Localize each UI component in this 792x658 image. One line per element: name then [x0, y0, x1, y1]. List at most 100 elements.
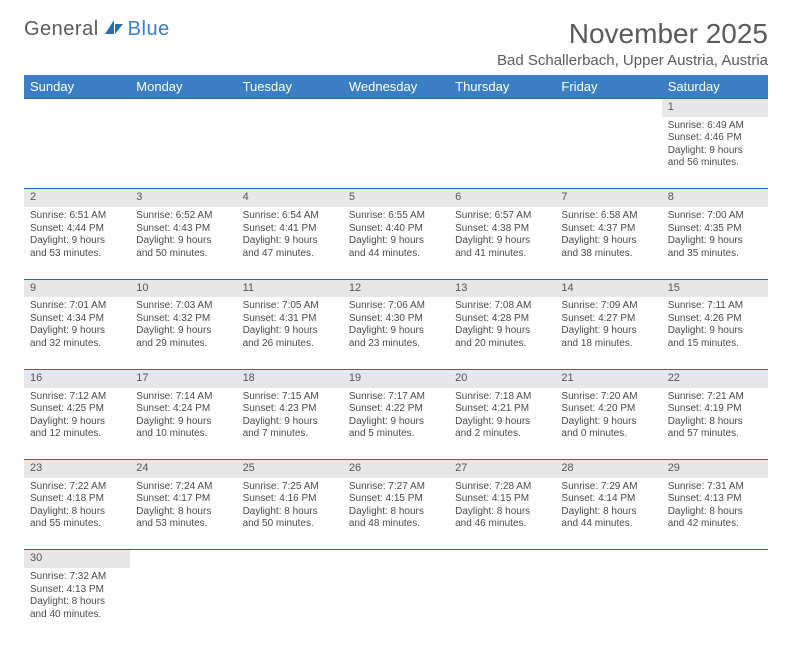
day-line: and 29 minutes. [136, 338, 230, 351]
header: General Blue November 2025 Bad Schallerb… [24, 18, 768, 69]
day-line: Daylight: 9 hours [561, 235, 655, 248]
day-line: Sunrise: 7:31 AM [668, 481, 762, 494]
day-line: Sunset: 4:19 PM [668, 403, 762, 416]
day-cell [130, 568, 236, 640]
day-line: Sunset: 4:37 PM [561, 223, 655, 236]
day-cell: Sunrise: 7:03 AMSunset: 4:32 PMDaylight:… [130, 297, 236, 369]
day-line: Daylight: 9 hours [136, 235, 230, 248]
day-line: Daylight: 9 hours [349, 416, 443, 429]
location: Bad Schallerbach, Upper Austria, Austria [497, 52, 768, 69]
day-line: Sunset: 4:13 PM [30, 584, 124, 597]
day-line: and 41 minutes. [455, 248, 549, 261]
day-line: Sunset: 4:38 PM [455, 223, 549, 236]
daynum-cell: 16 [24, 369, 130, 387]
day-cell: Sunrise: 6:57 AMSunset: 4:38 PMDaylight:… [449, 207, 555, 279]
day-line: Sunrise: 7:03 AM [136, 300, 230, 313]
day-header: Thursday [449, 75, 555, 99]
day-line: and 46 minutes. [455, 518, 549, 531]
day-line: Daylight: 8 hours [455, 506, 549, 519]
day-line: Sunrise: 7:29 AM [561, 481, 655, 494]
daynum-cell [237, 99, 343, 117]
day-line: Daylight: 8 hours [30, 596, 124, 609]
day-line: Sunrise: 7:06 AM [349, 300, 443, 313]
calendar-table: SundayMondayTuesdayWednesdayThursdayFrid… [24, 75, 768, 640]
day-line: and 38 minutes. [561, 248, 655, 261]
day-line: Daylight: 9 hours [455, 235, 549, 248]
day-header: Sunday [24, 75, 130, 99]
logo-text-general: General [24, 18, 99, 41]
day-cell: Sunrise: 7:00 AMSunset: 4:35 PMDaylight:… [662, 207, 768, 279]
day-line: Daylight: 8 hours [243, 506, 337, 519]
day-cell: Sunrise: 7:25 AMSunset: 4:16 PMDaylight:… [237, 478, 343, 550]
content-row: Sunrise: 7:22 AMSunset: 4:18 PM Daylight:… [24, 478, 768, 550]
day-line: Daylight: 9 hours [30, 416, 124, 429]
day-line: Sunset: 4:31 PM [243, 313, 337, 326]
day-cell: Sunrise: 7:24 AMSunset: 4:17 PMDaylight:… [130, 478, 236, 550]
day-line: Sunrise: 7:11 AM [668, 300, 762, 313]
day-cell [555, 568, 661, 640]
day-cell [237, 117, 343, 189]
daynum-cell: 8 [662, 189, 768, 207]
day-line: Sunset: 4:32 PM [136, 313, 230, 326]
daynum-row: 30 [24, 550, 768, 568]
day-header: Tuesday [237, 75, 343, 99]
day-line: and 55 minutes. [30, 518, 124, 531]
day-line: Sunrise: 7:12 AM [30, 391, 124, 404]
day-line: Sunrise: 7:22 AM [30, 481, 124, 494]
day-line: Sunset: 4:28 PM [455, 313, 549, 326]
day-line: Daylight: 8 hours [668, 416, 762, 429]
daynum-cell: 22 [662, 369, 768, 387]
day-line: Sunrise: 7:18 AM [455, 391, 549, 404]
day-line: Daylight: 9 hours [349, 325, 443, 338]
daynum-cell [449, 99, 555, 117]
content-row: Sunrise: 7:01 AMSunset: 4:34 PMDaylight:… [24, 297, 768, 369]
day-line: Sunrise: 7:25 AM [243, 481, 337, 494]
daynum-cell [24, 99, 130, 117]
day-cell: Sunrise: 7:09 AMSunset: 4:27 PMDaylight:… [555, 297, 661, 369]
day-line: and 2 minutes. [455, 428, 549, 441]
day-cell: Sunrise: 6:55 AMSunset: 4:40 PMDaylight:… [343, 207, 449, 279]
day-cell: Sunrise: 7:15 AMSunset: 4:23 PMDaylight:… [237, 388, 343, 460]
day-line: and 20 minutes. [455, 338, 549, 351]
daynum-cell: 25 [237, 460, 343, 478]
day-line: Daylight: 8 hours [349, 506, 443, 519]
day-line: Sunset: 4:30 PM [349, 313, 443, 326]
daynum-cell [343, 550, 449, 568]
day-line: Daylight: 8 hours [136, 506, 230, 519]
day-line: Daylight: 9 hours [668, 235, 762, 248]
day-cell [449, 568, 555, 640]
day-line: and 50 minutes. [243, 518, 337, 531]
day-cell: Sunrise: 6:51 AMSunset: 4:44 PMDaylight:… [24, 207, 130, 279]
day-line: Sunrise: 7:01 AM [30, 300, 124, 313]
daynum-row: 23242526272829 [24, 460, 768, 478]
day-line: Sunrise: 7:20 AM [561, 391, 655, 404]
daynum-cell: 21 [555, 369, 661, 387]
day-line: Daylight: 9 hours [561, 416, 655, 429]
day-cell: Sunrise: 7:29 AMSunset: 4:14 PMDaylight:… [555, 478, 661, 550]
day-line: and 5 minutes. [349, 428, 443, 441]
day-line: Sunset: 4:46 PM [668, 132, 762, 145]
day-line: Sunrise: 6:58 AM [561, 210, 655, 223]
day-line: and 57 minutes. [668, 428, 762, 441]
daynum-cell: 3 [130, 189, 236, 207]
day-cell: Sunrise: 6:49 AMSunset: 4:46 PMDaylight:… [662, 117, 768, 189]
day-cell [662, 568, 768, 640]
day-cell: Sunrise: 7:12 AMSunset: 4:25 PMDaylight:… [24, 388, 130, 460]
day-line: Daylight: 9 hours [668, 325, 762, 338]
day-cell: Sunrise: 7:08 AMSunset: 4:28 PMDaylight:… [449, 297, 555, 369]
day-cell: Sunrise: 7:05 AMSunset: 4:31 PMDaylight:… [237, 297, 343, 369]
day-line: and 44 minutes. [561, 518, 655, 531]
day-line: Sunrise: 7:09 AM [561, 300, 655, 313]
daynum-cell: 12 [343, 279, 449, 297]
day-line: Sunrise: 7:00 AM [668, 210, 762, 223]
day-line: Sunset: 4:16 PM [243, 493, 337, 506]
day-line: Daylight: 9 hours [349, 235, 443, 248]
day-line: Sunrise: 7:15 AM [243, 391, 337, 404]
day-line: Sunset: 4:18 PM [30, 493, 124, 506]
day-header: Friday [555, 75, 661, 99]
day-cell: Sunrise: 7:28 AMSunset: 4:15 PMDaylight:… [449, 478, 555, 550]
daynum-cell: 7 [555, 189, 661, 207]
day-cell: Sunrise: 6:58 AMSunset: 4:37 PMDaylight:… [555, 207, 661, 279]
daynum-cell: 27 [449, 460, 555, 478]
daynum-cell: 15 [662, 279, 768, 297]
